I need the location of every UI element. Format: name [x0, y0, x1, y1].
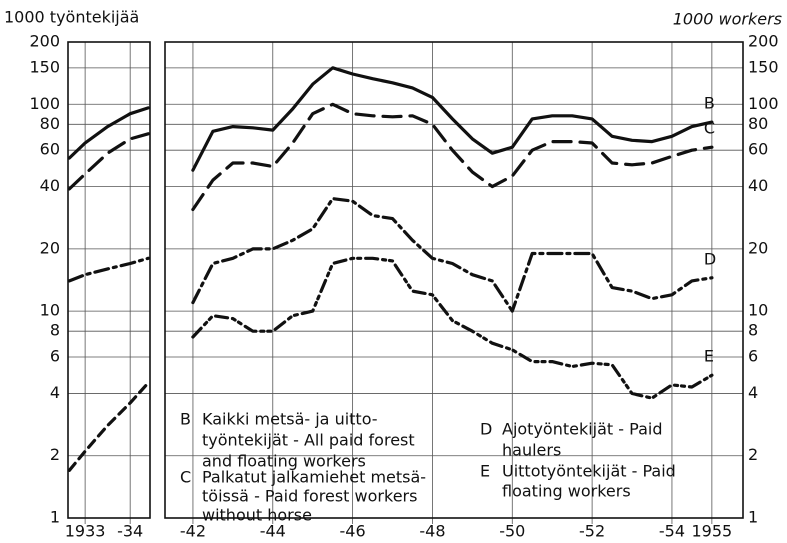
- series-label: E: [704, 347, 714, 366]
- y-tick-label: 80: [40, 114, 60, 133]
- right-axis-title: 1000 workers: [673, 10, 782, 29]
- y-tick-label: 100: [748, 94, 779, 113]
- data-line: [67, 381, 150, 472]
- x-tick-label: -52: [579, 522, 605, 541]
- legend-text: haulers: [502, 441, 561, 460]
- legend-text: Ajotyöntekijät - Paid: [502, 420, 662, 439]
- legend-key: B: [180, 410, 191, 429]
- y-tick-label: 60: [748, 140, 768, 159]
- y-tick-label: 200: [748, 32, 779, 51]
- y-tick-label: 8: [748, 321, 758, 340]
- data-line: [191, 197, 714, 313]
- legend-key: E: [480, 462, 490, 481]
- y-tick-label: 20: [40, 238, 60, 257]
- plot-frame: [164, 41, 744, 519]
- y-tick-label: 8: [50, 321, 60, 340]
- y-tick-label: 10: [748, 301, 768, 320]
- x-tick-label: -50: [499, 522, 525, 541]
- legend-text: and floating workers: [202, 452, 366, 471]
- plot-frame: [67, 41, 151, 519]
- x-tick-label: -42: [180, 522, 206, 541]
- x-tick-label: -44: [260, 522, 286, 541]
- y-tick-label: 20: [748, 238, 768, 257]
- legend-text: Kaikki metsä- ja uitto-: [202, 410, 378, 429]
- y-tick-label: 40: [748, 176, 768, 195]
- y-tick-label: 4: [50, 383, 60, 402]
- y-tick-label: 1: [748, 508, 758, 527]
- data-line: [191, 256, 714, 400]
- y-tick-label: 6: [50, 347, 60, 366]
- y-tick-label: 1: [50, 508, 60, 527]
- y-tick-label: 10: [40, 301, 60, 320]
- data-line: [67, 106, 150, 160]
- y-tick-label: 2: [50, 445, 60, 464]
- y-tick-label: 2: [748, 445, 758, 464]
- x-tick-label: -54: [659, 522, 685, 541]
- legend-key: C: [180, 468, 191, 487]
- y-tick-label: 100: [29, 94, 60, 113]
- data-line: [191, 66, 714, 172]
- legend-text: töissä - Paid forest workers: [202, 487, 417, 506]
- y-tick-label: 60: [40, 140, 60, 159]
- y-tick-label: 6: [748, 347, 758, 366]
- x-tick-label: -48: [419, 522, 445, 541]
- data-line: [67, 132, 150, 191]
- y-tick-label: 150: [29, 57, 60, 76]
- y-tick-label: 200: [29, 32, 60, 51]
- y-tick-label: 150: [748, 57, 779, 76]
- series-label: B: [704, 94, 715, 113]
- legend-text: without horse: [202, 506, 312, 525]
- legend-text: Palkatut jalkamiehet metsä-: [202, 468, 426, 487]
- y-tick-label: 80: [748, 114, 768, 133]
- y-tick-label: 40: [40, 176, 60, 195]
- x-tick-label: 1955: [692, 522, 733, 541]
- series-label: C: [704, 119, 715, 138]
- series-label: D: [704, 249, 716, 268]
- data-line: [67, 256, 150, 283]
- left-axis-title: 1000 työntekijää: [4, 8, 139, 27]
- legend-text: työntekijät - All paid forest: [202, 431, 415, 450]
- x-tick-label: -46: [340, 522, 366, 541]
- y-tick-label: 4: [748, 383, 758, 402]
- legend-text: floating workers: [502, 482, 631, 501]
- x-tick-label: -34: [117, 522, 143, 541]
- legend-key: D: [480, 420, 492, 439]
- legend-text: Uittotyöntekijät - Paid: [502, 462, 676, 481]
- x-tick-label: 1933: [65, 522, 106, 541]
- data-line: [191, 102, 714, 212]
